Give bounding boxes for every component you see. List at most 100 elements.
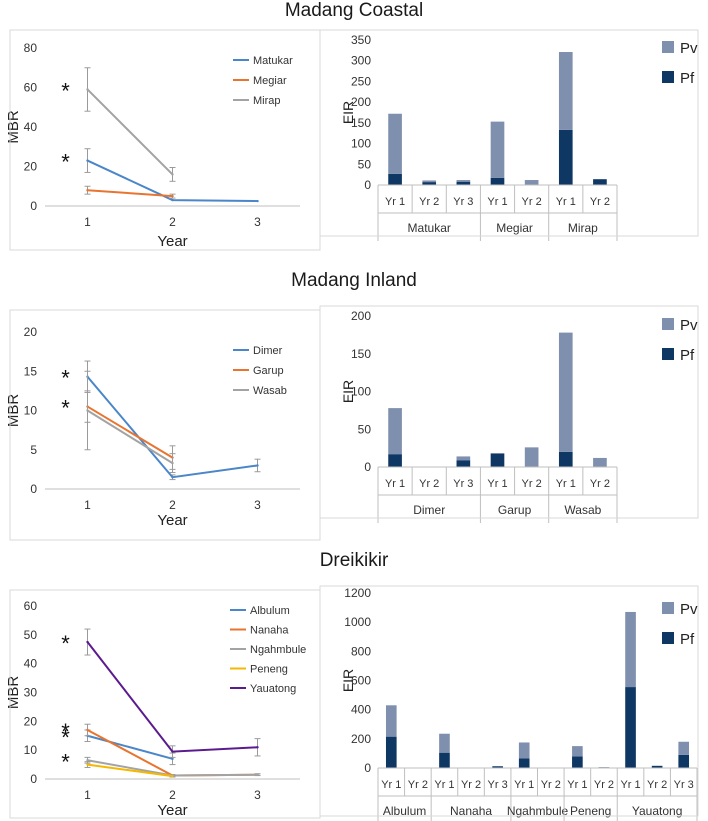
series-line-garup bbox=[86, 405, 174, 459]
significance-star: * bbox=[61, 631, 70, 656]
y-tick-label: 10 bbox=[24, 743, 38, 757]
bar-category-label: Yr 2 bbox=[647, 779, 667, 791]
bar-dimer-yr-3-pf bbox=[456, 460, 471, 467]
bar-category-label: Yr 1 bbox=[556, 478, 576, 490]
bar-yauatong-yr-3-pf bbox=[678, 754, 690, 768]
x-tick-label: 3 bbox=[254, 498, 261, 512]
line-chart-inland-mbr: 0 5 10 15 20 1 2 3 Year MBR * Dimer * Garup Wasab bbox=[5, 325, 300, 529]
section-title-madang-inland: Madang Inland bbox=[291, 270, 417, 291]
data-point-mirap bbox=[171, 173, 174, 176]
legend-swatch-pf bbox=[662, 71, 674, 83]
data-point-yauatong bbox=[256, 746, 259, 749]
y-tick-label: 0 bbox=[364, 178, 371, 192]
legend-swatch-pv bbox=[662, 318, 674, 330]
chart-frame-inland-eir bbox=[319, 305, 699, 519]
data-point-peneng bbox=[86, 763, 89, 766]
bar-category-label: Yr 2 bbox=[541, 779, 561, 791]
legend-label-mirap: Mirap bbox=[253, 95, 281, 107]
significance-star: * bbox=[61, 150, 70, 175]
bar-chart-inland-eir: 0 50 100 150 200 EIR Yr 1 Yr 2 Yr 3 Dimer Yr 1 Yr 2… bbox=[340, 309, 698, 523]
y-axis-title: MBR bbox=[5, 110, 22, 144]
legend-label-yauatong: Yauatong bbox=[250, 683, 296, 695]
significance-star: * bbox=[61, 749, 70, 774]
group-label-dimer: Dimer bbox=[413, 503, 445, 517]
data-point-megiar bbox=[86, 189, 89, 192]
data-point-megiar bbox=[171, 194, 174, 198]
data-point-matukar bbox=[171, 198, 174, 202]
chart-frame-dreikikir-eir bbox=[319, 585, 699, 817]
series-line-albulum bbox=[87, 734, 173, 760]
x-tick-label: 1 bbox=[84, 788, 91, 802]
bar-ngahmbule-yr-1-pf bbox=[518, 758, 530, 768]
bar-category-label: Yr 1 bbox=[556, 196, 576, 208]
line-chart-dreikikir-mbr: 0 10 20 30 40 50 60 1 2 3 Year MBR * Albulum * Nanaha * N… bbox=[5, 599, 306, 819]
x-tick-label: 3 bbox=[254, 788, 261, 802]
y-axis-title: EIR bbox=[340, 669, 356, 692]
bar-category-label: Yr 3 bbox=[488, 779, 508, 791]
y-tick-label: 400 bbox=[351, 703, 371, 717]
y-tick-label: 0 bbox=[30, 772, 37, 786]
y-axis-title: EIR bbox=[340, 380, 356, 403]
series-line-wasab bbox=[86, 409, 174, 464]
y-tick-label: 1000 bbox=[344, 615, 371, 629]
y-tick-label: 40 bbox=[24, 120, 38, 134]
data-point-ngahmbule bbox=[86, 759, 89, 762]
bar-dimer-yr-1-pf bbox=[388, 454, 402, 467]
series-line-mirap bbox=[86, 88, 174, 176]
y-tick-label: 0 bbox=[30, 199, 37, 213]
legend-label-pv: Pv bbox=[680, 601, 698, 618]
bar-mirap-yr-1-pv bbox=[558, 52, 573, 130]
significance-star: * bbox=[61, 719, 70, 744]
bar-category-label: Yr 2 bbox=[522, 196, 542, 208]
group-label-mirap: Mirap bbox=[568, 221, 598, 235]
legend-label-megiar: Megiar bbox=[253, 75, 287, 87]
y-tick-label: 0 bbox=[30, 482, 37, 496]
y-tick-label: 0 bbox=[364, 460, 371, 474]
data-point-wasab bbox=[171, 461, 174, 465]
bar-megiar-yr-1-pv bbox=[490, 121, 505, 178]
bar-category-label: Yr 2 bbox=[408, 779, 428, 791]
line-chart-coastal-mbr: 0 20 40 60 80 1 2 3 Year MBR * Matukar Megiar * Mirap bbox=[5, 41, 300, 250]
y-tick-label: 50 bbox=[24, 628, 38, 642]
significance-star: * bbox=[61, 78, 70, 103]
data-point-dimer bbox=[171, 476, 174, 479]
bar-category-label: Yr 3 bbox=[453, 196, 473, 208]
bar-category-label: Yr 2 bbox=[419, 478, 439, 490]
y-tick-label: 200 bbox=[351, 95, 371, 109]
bar-category-label: Yr 2 bbox=[419, 196, 439, 208]
bar-matukar-yr-2-pf bbox=[422, 182, 437, 185]
x-axis-title: Year bbox=[157, 233, 187, 250]
group-label-wasab: Wasab bbox=[564, 503, 601, 517]
legend-label-dimer: Dimer bbox=[253, 345, 283, 357]
bar-peneng-yr-1-pv bbox=[572, 746, 583, 757]
bar-wasab-yr-2-pv bbox=[593, 457, 607, 467]
bar-category-label: Yr 1 bbox=[434, 779, 454, 791]
legend-swatch-pv bbox=[662, 602, 674, 614]
bar-category-label: Yr 1 bbox=[385, 196, 405, 208]
y-tick-label: 40 bbox=[24, 657, 38, 671]
legend-label-pv: Pv bbox=[680, 317, 698, 334]
y-tick-label: 100 bbox=[351, 137, 371, 151]
section-title-madang-coastal: Madang Coastal bbox=[284, 0, 424, 21]
y-tick-label: 20 bbox=[24, 325, 38, 339]
bar-yauatong-yr-2-pf bbox=[651, 765, 663, 768]
bar-category-label: Yr 2 bbox=[590, 478, 610, 490]
bar-peneng-yr-1-pf bbox=[572, 756, 583, 768]
y-tick-label: 50 bbox=[358, 422, 372, 436]
bar-category-label: Yr 1 bbox=[385, 478, 405, 490]
bar-dimer-yr-1-pv bbox=[388, 408, 402, 455]
y-axis-title: MBR bbox=[5, 676, 22, 710]
y-tick-label: 10 bbox=[24, 404, 38, 418]
data-point-matukar bbox=[86, 159, 89, 162]
series-line-yauatong bbox=[86, 641, 258, 753]
y-tick-label: 350 bbox=[351, 33, 371, 47]
group-label-ngahmbule: Ngahmbule bbox=[507, 804, 569, 818]
bar-wasab-yr-1-pv bbox=[558, 332, 573, 452]
legend-label-pf: Pf bbox=[680, 70, 695, 87]
y-tick-label: 1200 bbox=[344, 586, 371, 600]
data-point-ngahmbule bbox=[256, 773, 259, 776]
bar-nanaha-yr-1-pf bbox=[439, 752, 450, 768]
bar-category-label: Yr 2 bbox=[594, 779, 614, 791]
y-tick-label: 20 bbox=[24, 714, 38, 728]
